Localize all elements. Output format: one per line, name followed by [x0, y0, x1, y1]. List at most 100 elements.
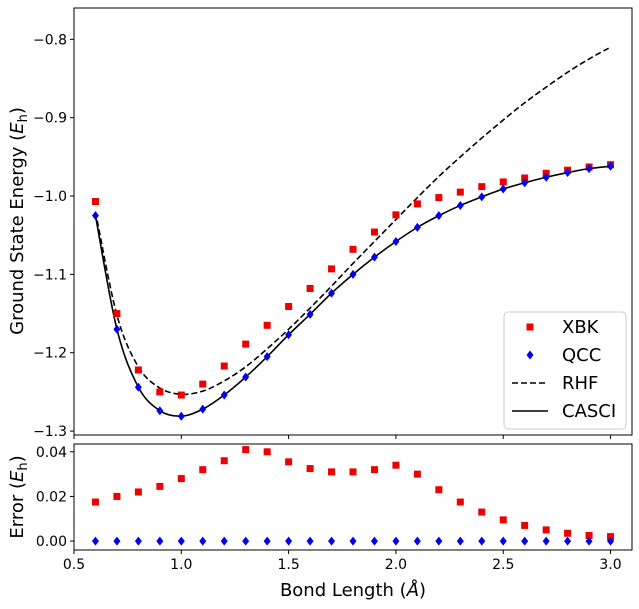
energy-xbk-point	[349, 245, 357, 253]
energy-qcc-point	[306, 309, 314, 319]
error-qcc-point	[263, 536, 271, 546]
error-qcc-point	[285, 536, 293, 546]
x-axis-label: Bond Length (Å)	[280, 579, 426, 601]
energy-xbk-point	[113, 310, 121, 318]
error-xbk-point	[370, 466, 378, 474]
energy-xbk-point	[328, 265, 336, 273]
error-xbk-point	[392, 461, 400, 469]
energy-qcc-point	[478, 192, 486, 202]
energy-qcc-series	[91, 161, 615, 421]
error-xbk-point	[220, 457, 228, 465]
energy-qcc-point	[435, 211, 443, 221]
energy-qcc-point	[370, 252, 378, 262]
energy-qcc-point	[521, 178, 529, 188]
error-y-tick-label: 0.04	[36, 445, 67, 461]
error-qcc-point	[456, 536, 464, 546]
error-xbk-point	[199, 466, 207, 474]
error-qcc-point	[113, 536, 121, 546]
energy-y-tick-label: −1.3	[33, 424, 67, 440]
error-x-tick-label: 1.5	[277, 557, 299, 573]
error-qcc-point	[306, 536, 314, 546]
energy-y-tick-label: −1.1	[33, 267, 67, 283]
error-qcc-point	[242, 536, 250, 546]
error-xbk-point	[413, 470, 421, 478]
error-qcc-point	[177, 536, 185, 546]
error-y-tick-label: 0.00	[36, 534, 67, 550]
error-xbk-point	[91, 498, 99, 506]
legend-item-xbk: XBK	[526, 317, 600, 338]
energy-xbk-point	[220, 362, 228, 370]
energy-qcc-point	[242, 372, 250, 382]
error-qcc-point	[499, 536, 507, 546]
energy-axes-frame	[73, 7, 633, 436]
error-qcc-point	[542, 536, 550, 546]
legend-item-rhf: RHF	[512, 373, 598, 394]
error-xbk-point	[435, 486, 443, 494]
error-x-tick-label: 3.0	[599, 557, 621, 573]
error-qcc-point	[91, 536, 99, 546]
energy-y-tick-label: −1.2	[33, 346, 67, 362]
energy-qcc-point	[499, 184, 507, 194]
energy-qcc-point	[156, 406, 164, 416]
energy-qcc-point	[349, 269, 357, 279]
error-xbk-point	[263, 448, 271, 456]
legend-qcc-marker	[526, 350, 534, 360]
error-y-axis-label: Error (Eh)	[7, 455, 31, 538]
energy-xbk-point	[478, 183, 486, 191]
energy-xbk-point	[156, 388, 164, 396]
energy-qcc-point	[199, 404, 207, 414]
energy-qcc-point	[113, 324, 121, 334]
error-xbk-point	[113, 492, 121, 500]
error-xbk-point	[285, 458, 293, 466]
energy-y-tick-label: −0.9	[33, 111, 67, 127]
energy-xbk-point	[306, 284, 314, 292]
legend-xbk-label: XBK	[562, 317, 600, 338]
legend-item-casci: CASCI	[512, 401, 616, 422]
error-qcc-point	[370, 536, 378, 546]
energy-y-tick-label: −1.0	[33, 189, 67, 205]
legend: XBK QCC RHF CASCI	[503, 311, 627, 430]
energy-xbk-point	[242, 340, 250, 348]
error-qcc-point	[585, 536, 593, 546]
error-qcc-point	[199, 536, 207, 546]
energy-qcc-point	[263, 352, 271, 362]
legend-xbk-marker	[526, 323, 534, 331]
energy-panel: −1.3 −1.2 −1.1 −1.0 −0.9 −0.8 Ground State En…	[7, 7, 633, 440]
error-xbk-point	[328, 468, 336, 476]
error-y-ticks: 0.00 0.02 0.04	[36, 445, 74, 550]
energy-y-ticks: −1.3 −1.2 −1.1 −1.0 −0.9 −0.8	[33, 32, 612, 440]
error-x-tick-label: 2.0	[385, 557, 407, 573]
error-xbk-point	[499, 516, 507, 524]
energy-qcc-point	[392, 236, 400, 246]
energy-rhf-line	[94, 46, 611, 396]
energy-qcc-point	[413, 222, 421, 232]
error-xbk-point	[456, 498, 464, 506]
error-xbk-point	[542, 526, 550, 534]
energy-qcc-point	[220, 390, 228, 400]
energy-xbk-point	[285, 303, 293, 311]
error-x-ticks: 0.5 1.0 1.5 2.0 2.5 3.0	[63, 550, 622, 573]
error-qcc-point	[349, 536, 357, 546]
energy-qcc-point	[542, 172, 550, 182]
energy-xbk-point	[499, 178, 507, 186]
error-qcc-point	[521, 536, 529, 546]
energy-xbk-point	[521, 174, 529, 182]
error-xbk-point	[521, 521, 529, 529]
error-xbk-point	[242, 446, 250, 454]
error-qcc-point	[564, 536, 572, 546]
energy-qcc-point	[134, 382, 142, 392]
energy-qcc-point	[285, 330, 293, 340]
energy-xbk-point	[456, 188, 464, 196]
error-xbk-point	[478, 508, 486, 516]
error-qcc-point	[413, 536, 421, 546]
error-xbk-point	[349, 468, 357, 476]
energy-qcc-point	[177, 411, 185, 421]
energy-xbk-point	[91, 198, 99, 206]
error-xbk-point	[585, 531, 593, 539]
error-xbk-point	[306, 465, 314, 473]
error-x-tick-label: 2.5	[492, 557, 514, 573]
legend-rhf-label: RHF	[562, 373, 598, 394]
error-axes-frame	[73, 443, 633, 551]
error-xbk-point	[156, 482, 164, 490]
